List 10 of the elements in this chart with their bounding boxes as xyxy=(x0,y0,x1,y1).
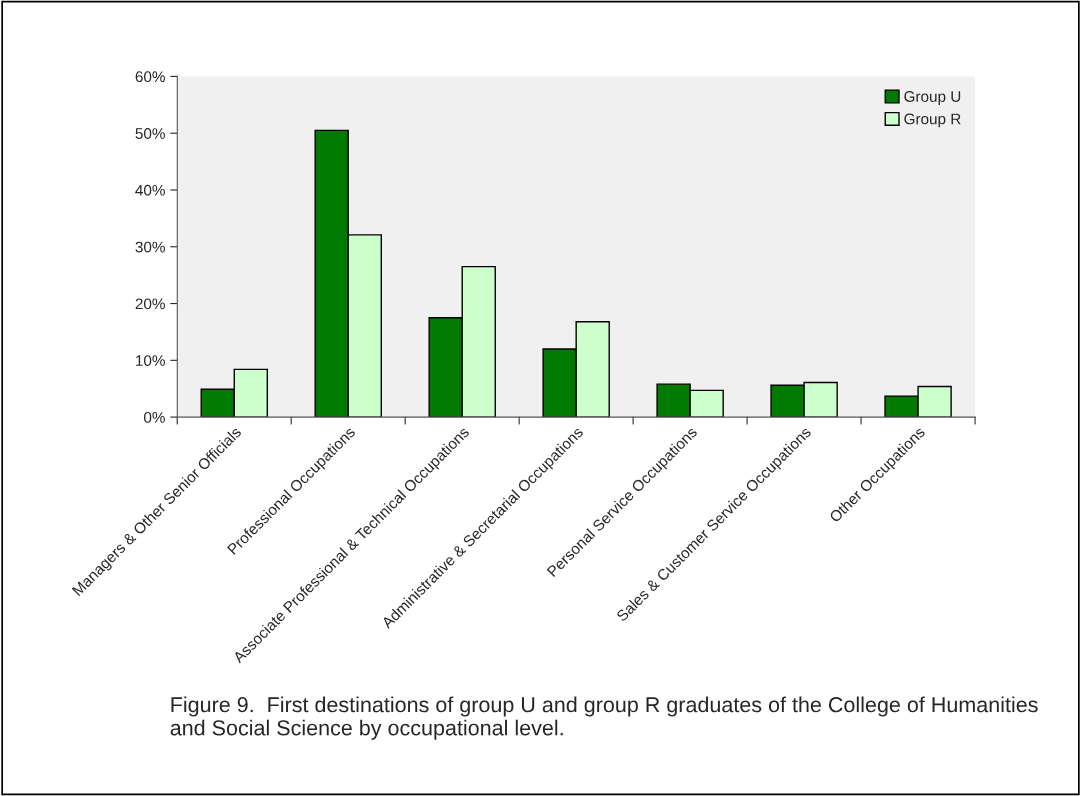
y-tick-label: 40% xyxy=(135,184,165,196)
y-tick-label: 30% xyxy=(135,241,165,253)
legend-label: Group U xyxy=(904,91,961,105)
y-tick-label: 10% xyxy=(136,355,165,367)
legend-label: Group R xyxy=(904,113,961,128)
y-tick-label: 50% xyxy=(135,128,165,139)
y-tick-label: 60% xyxy=(135,71,165,83)
caption: Figure 9. First destinations of group U and group R graduates of the College of Humanities and Social Science by occupational level. xyxy=(170,696,1038,740)
y-tick-label: 20% xyxy=(135,298,165,310)
y-tick-label: 0% xyxy=(143,411,165,423)
